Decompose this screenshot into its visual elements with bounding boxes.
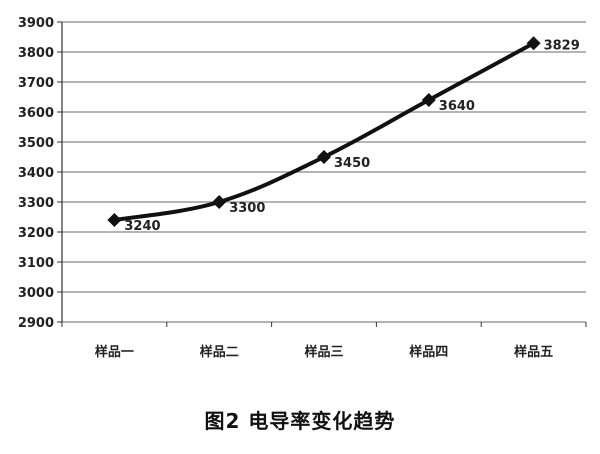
data-labels: 3240 3300 3450 3640 3829 [124,38,579,234]
data-point-marker [421,93,436,107]
series-markers [107,36,541,227]
x-tick-label: 样品五 [514,344,553,360]
y-tick-label: 2900 [18,316,54,331]
data-point-marker [526,36,541,51]
series-line [112,41,536,222]
x-tick-label: 样品二 [200,344,239,360]
chart-title: 图2 电导率变化趋势 [204,409,396,433]
x-tick-label: 样品三 [304,344,343,360]
y-tick-label: 3100 [18,256,54,271]
series-line-path [112,41,536,222]
y-tick-label: 3800 [18,46,54,61]
axes [57,21,587,327]
data-point-marker [212,195,227,209]
y-tick-label: 3500 [18,136,54,151]
x-tick-labels: 样品一 样品二 样品三 样品四 样品五 [95,344,553,360]
data-label: 3829 [544,38,580,53]
gridlines [62,21,586,323]
data-point-marker [107,213,122,227]
data-label: 3450 [334,156,370,171]
y-tick-label: 3200 [18,226,54,241]
y-tick-label: 3600 [18,106,54,121]
y-tick-label: 3300 [18,196,54,211]
y-tick-label: 3000 [18,286,54,301]
data-label: 3300 [229,201,265,216]
data-label: 3640 [439,99,475,114]
y-tick-label: 3900 [18,16,54,31]
y-tick-label: 3700 [18,76,54,91]
data-point-marker [317,150,331,164]
y-tick-labels: 2900 3000 3100 3200 3300 3400 3500 3600 3700 3800… [18,16,54,331]
x-tick-label: 样品一 [95,344,134,360]
data-label: 3240 [124,219,160,234]
x-tick-label: 样品四 [409,344,448,360]
y-tick-label: 3400 [18,166,54,181]
